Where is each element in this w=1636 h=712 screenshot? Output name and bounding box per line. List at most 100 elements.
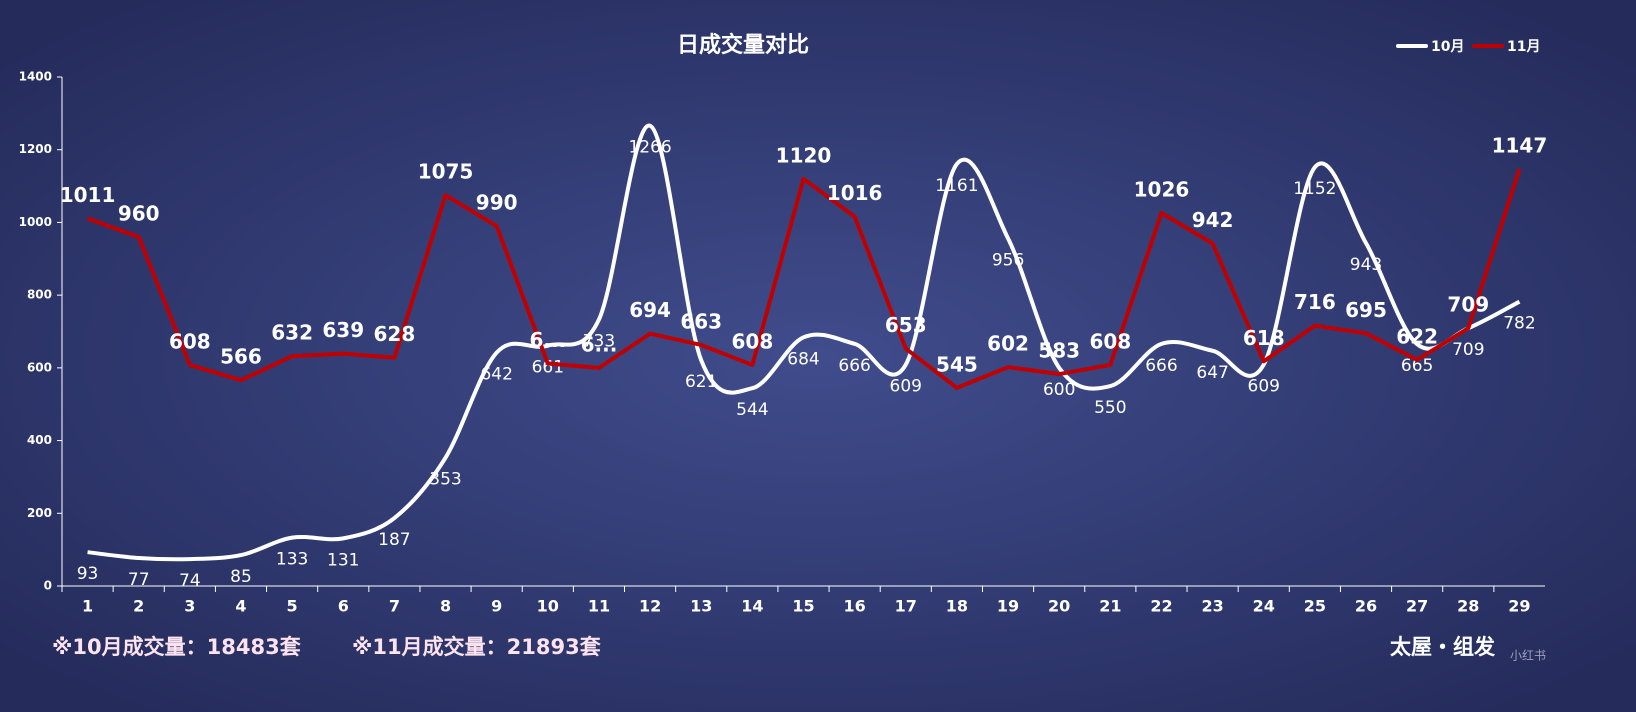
x-tick-label: 18 — [946, 597, 968, 616]
data-label: 602 — [987, 332, 1029, 356]
data-label: 1266 — [628, 138, 671, 158]
data-label: 956 — [992, 250, 1024, 270]
x-tick-label: 3 — [184, 597, 195, 616]
annotation: ※10月成交量：18483套 — [52, 635, 301, 659]
y-tick-label: 800 — [27, 288, 52, 302]
y-tick-label: 1200 — [19, 142, 52, 156]
x-tick-label: 26 — [1355, 597, 1377, 616]
chart-title: 日成交量对比 — [677, 32, 809, 58]
data-label: 666 — [1145, 356, 1177, 376]
data-label: 133 — [276, 550, 308, 570]
x-tick-label: 27 — [1406, 597, 1428, 616]
data-label: 647 — [1196, 363, 1228, 383]
x-tick-label: 14 — [741, 597, 763, 616]
data-label: 608 — [731, 329, 773, 353]
legend-label: 11月 — [1507, 39, 1540, 55]
data-label: 131 — [327, 550, 359, 570]
watermark: 小红书 — [1510, 648, 1546, 663]
y-tick-label: 400 — [27, 433, 52, 447]
data-label: 1161 — [935, 176, 978, 196]
data-label: 74 — [179, 571, 201, 591]
data-label: 1152 — [1293, 179, 1336, 199]
data-label: 663 — [680, 309, 722, 333]
x-tick-label: 24 — [1253, 597, 1275, 616]
data-label: 632 — [271, 321, 313, 345]
data-label: 665 — [1401, 356, 1433, 376]
data-label: 85 — [230, 567, 252, 587]
data-label: 666 — [838, 356, 870, 376]
line-series — [86, 168, 1522, 390]
x-tick-label: 17 — [895, 597, 917, 616]
annotation: 太屋・组发 — [1390, 635, 1496, 659]
data-label: 6... — [581, 332, 618, 356]
data-label: 960 — [118, 201, 160, 225]
x-tick-label: 13 — [690, 597, 712, 616]
data-label: 695 — [1345, 298, 1387, 322]
data-label: 653 — [885, 313, 927, 337]
data-label: 583 — [1038, 339, 1080, 363]
data-label: 1011 — [60, 183, 116, 207]
data-label: 782 — [1503, 314, 1535, 334]
x-tick-label: 1 — [82, 597, 93, 616]
x-tick-label: 2 — [133, 597, 144, 616]
x-tick-label: 8 — [440, 597, 451, 616]
data-label: 1016 — [827, 181, 883, 205]
y-tick-label: 600 — [27, 360, 52, 374]
data-label: 709 — [1452, 340, 1484, 360]
y-tick-label: 1000 — [19, 215, 52, 229]
x-tick-label: 7 — [389, 597, 400, 616]
x-tick-label: 22 — [1150, 597, 1172, 616]
x-tick-label: 23 — [1201, 597, 1223, 616]
data-label: 187 — [378, 530, 410, 550]
data-label: 609 — [890, 377, 922, 397]
data-label: 544 — [736, 400, 768, 420]
data-label: 6... — [529, 328, 566, 352]
data-label: 566 — [220, 345, 262, 369]
x-tick-label: 28 — [1457, 597, 1479, 616]
data-label: 942 — [1192, 208, 1234, 232]
data-label: 353 — [429, 470, 461, 490]
data-label: 93 — [77, 564, 99, 584]
x-tick-label: 29 — [1508, 597, 1530, 616]
data-label: 694 — [629, 298, 671, 322]
x-tick-label: 9 — [491, 597, 502, 616]
x-tick-label: 10 — [537, 597, 559, 616]
x-tick-label: 21 — [1099, 597, 1121, 616]
y-tick-label: 200 — [27, 506, 52, 520]
x-tick-label: 12 — [639, 597, 661, 616]
data-label: 709 — [1447, 293, 1489, 317]
data-label: 642 — [480, 365, 512, 385]
data-label: 990 — [476, 191, 518, 215]
data-label: 639 — [322, 318, 364, 342]
data-label: 608 — [169, 329, 211, 353]
data-label: 1026 — [1134, 177, 1190, 201]
data-label: 608 — [1089, 329, 1131, 353]
data-label: 716 — [1294, 290, 1336, 314]
data-label: 684 — [787, 349, 819, 369]
data-label: 545 — [936, 352, 978, 376]
legend-label: 10月 — [1431, 39, 1464, 55]
data-label: 622 — [1396, 324, 1438, 348]
data-label: 733 — [583, 332, 615, 352]
x-tick-label: 19 — [997, 597, 1019, 616]
x-tick-label: 6 — [338, 597, 349, 616]
annotation: ※11月成交量：21893套 — [352, 635, 601, 659]
data-label: 943 — [1350, 255, 1382, 275]
data-label: 600 — [1043, 380, 1075, 400]
line-series — [87, 123, 1521, 562]
data-label: 628 — [374, 322, 416, 346]
data-label: 77 — [128, 570, 150, 590]
data-label: 1120 — [776, 143, 832, 167]
y-tick-label: 1400 — [19, 70, 52, 84]
x-tick-label: 5 — [287, 597, 298, 616]
x-tick-label: 15 — [792, 597, 814, 616]
y-tick-label: 0 — [44, 579, 52, 593]
data-label: 609 — [1248, 377, 1280, 397]
data-label: 1147 — [1492, 133, 1548, 157]
x-tick-label: 20 — [1048, 597, 1070, 616]
data-label: 550 — [1094, 398, 1126, 418]
data-label: 621 — [685, 372, 717, 392]
